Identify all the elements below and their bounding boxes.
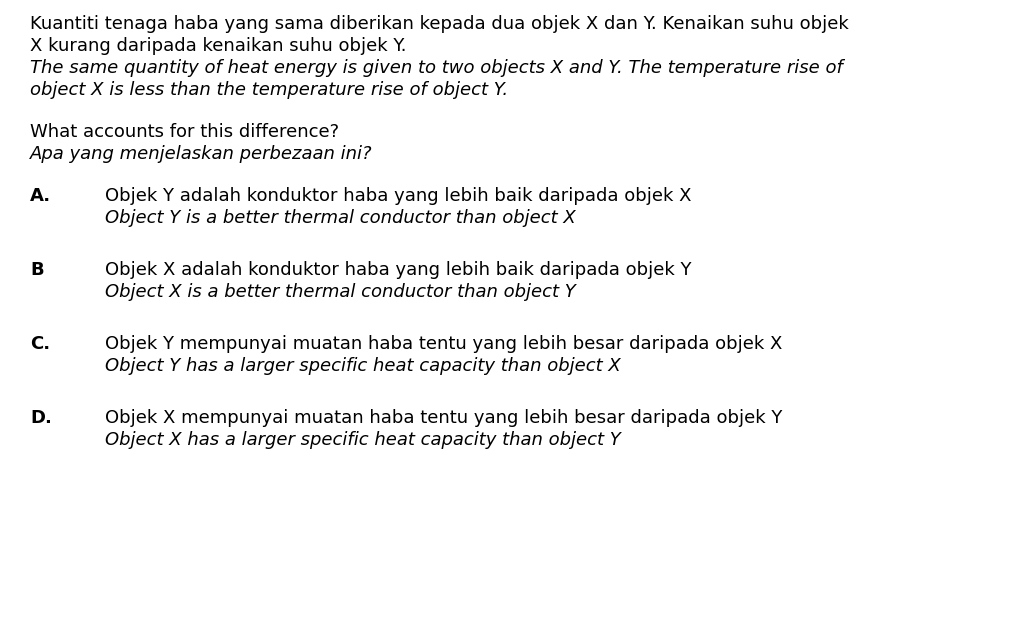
Text: Object X has a larger specific heat capacity than object Y: Object X has a larger specific heat capa… [105, 431, 621, 449]
Text: Objek X mempunyai muatan haba tentu yang lebih besar daripada objek Y: Objek X mempunyai muatan haba tentu yang… [105, 409, 783, 427]
Text: B: B [30, 261, 44, 279]
Text: A.: A. [30, 187, 51, 205]
Text: C.: C. [30, 335, 50, 353]
Text: D.: D. [30, 409, 52, 427]
Text: Apa yang menjelaskan perbezaan ini?: Apa yang menjelaskan perbezaan ini? [30, 145, 372, 163]
Text: Objek Y mempunyai muatan haba tentu yang lebih besar daripada objek X: Objek Y mempunyai muatan haba tentu yang… [105, 335, 783, 353]
Text: The same quantity of heat energy is given to two objects X and Y. The temperatur: The same quantity of heat energy is give… [30, 59, 843, 77]
Text: X kurang daripada kenaikan suhu objek Y.: X kurang daripada kenaikan suhu objek Y. [30, 37, 406, 55]
Text: Object Y has a larger specific heat capacity than object X: Object Y has a larger specific heat capa… [105, 357, 621, 375]
Text: Object Y is a better thermal conductor than object X: Object Y is a better thermal conductor t… [105, 209, 576, 227]
Text: Object X is a better thermal conductor than object Y: Object X is a better thermal conductor t… [105, 283, 576, 301]
Text: object X is less than the temperature rise of object Y.: object X is less than the temperature ri… [30, 81, 508, 99]
Text: Objek X adalah konduktor haba yang lebih baik daripada objek Y: Objek X adalah konduktor haba yang lebih… [105, 261, 692, 279]
Text: Kuantiti tenaga haba yang sama diberikan kepada dua objek X dan Y. Kenaikan suhu: Kuantiti tenaga haba yang sama diberikan… [30, 15, 849, 33]
Text: What accounts for this difference?: What accounts for this difference? [30, 123, 340, 141]
Text: Objek Y adalah konduktor haba yang lebih baik daripada objek X: Objek Y adalah konduktor haba yang lebih… [105, 187, 692, 205]
